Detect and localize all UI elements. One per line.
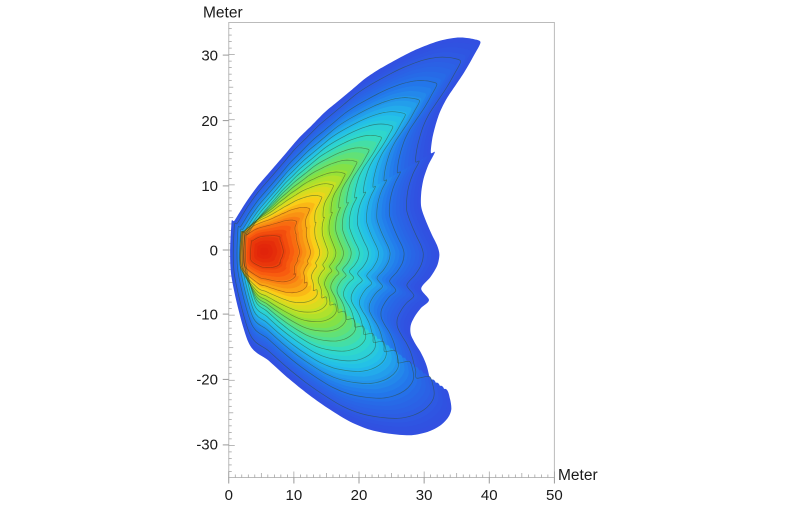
svg-text:30: 30 (201, 48, 218, 65)
svg-text:50: 50 (546, 487, 563, 504)
svg-text:40: 40 (481, 487, 498, 504)
svg-text:Meter: Meter (203, 5, 243, 22)
svg-text:-10: -10 (196, 307, 218, 324)
svg-text:0: 0 (210, 243, 218, 260)
svg-text:Meter: Meter (558, 467, 598, 484)
svg-text:-30: -30 (196, 437, 218, 454)
svg-text:20: 20 (351, 487, 368, 504)
svg-text:20: 20 (201, 113, 218, 130)
svg-text:-20: -20 (196, 372, 218, 389)
svg-text:10: 10 (286, 487, 303, 504)
svg-text:30: 30 (416, 487, 433, 504)
svg-text:10: 10 (201, 178, 218, 195)
svg-text:0: 0 (225, 487, 233, 504)
